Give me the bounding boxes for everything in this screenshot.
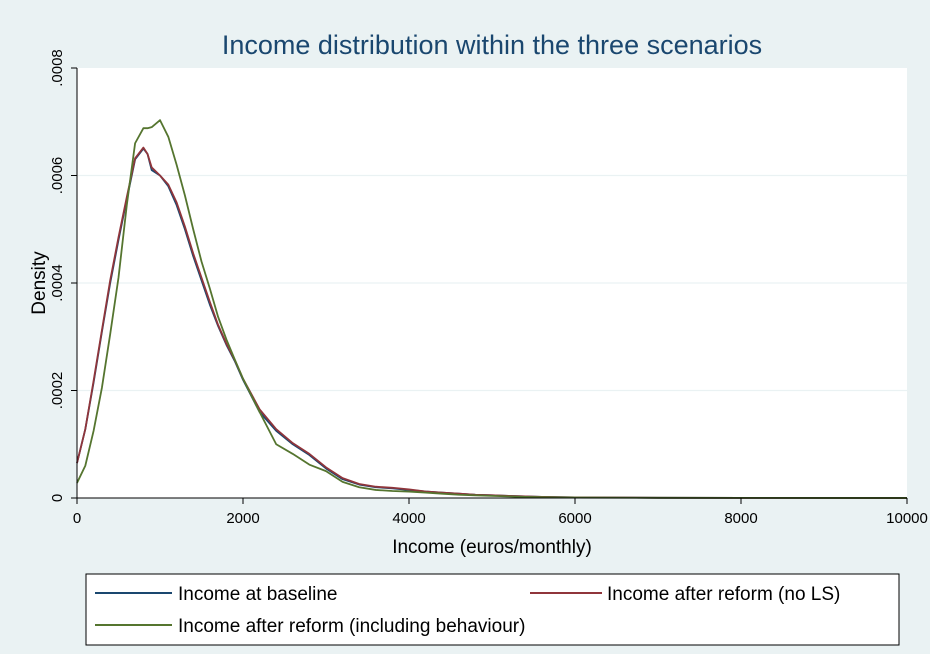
grid-lines bbox=[77, 174, 907, 392]
y-tick-label-4: .0008 bbox=[49, 49, 66, 87]
y-tick-label-2: .0004 bbox=[49, 264, 66, 302]
y-tick-labels: 0 .0002 .0004 .0006 .0008 bbox=[49, 49, 66, 502]
y-axis-label: Density bbox=[29, 251, 50, 315]
x-tick-label-2: 4000 bbox=[392, 510, 425, 527]
legend-label-baseline: Income at baseline bbox=[178, 584, 338, 605]
x-tick-label-3: 6000 bbox=[558, 510, 591, 527]
legend-label-no-ls: Income after reform (no LS) bbox=[607, 584, 840, 605]
x-axis-label: Income (euros/monthly) bbox=[392, 537, 592, 558]
y-tick-label-0: 0 bbox=[49, 494, 66, 502]
x-tick-label-0: 0 bbox=[73, 510, 81, 527]
x-tick-labels: 0 2000 4000 6000 8000 10000 bbox=[73, 510, 928, 527]
legend-label-behaviour: Income after reform (including behaviour… bbox=[178, 616, 525, 637]
y-tick-label-3: .0006 bbox=[49, 157, 66, 195]
series-lines bbox=[76, 119, 908, 499]
y-tick-label-1: .0002 bbox=[49, 372, 66, 410]
axes bbox=[71, 67, 908, 504]
legend-box bbox=[85, 573, 900, 646]
series-line-2 bbox=[76, 119, 907, 499]
x-tick-label-5: 10000 bbox=[886, 510, 928, 527]
chart-title: Income distribution within the three sce… bbox=[222, 30, 762, 60]
x-tick-label-4: 8000 bbox=[724, 510, 757, 527]
x-tick-label-1: 2000 bbox=[226, 510, 259, 527]
legend: Income at baseline Income after reform (… bbox=[85, 573, 900, 646]
